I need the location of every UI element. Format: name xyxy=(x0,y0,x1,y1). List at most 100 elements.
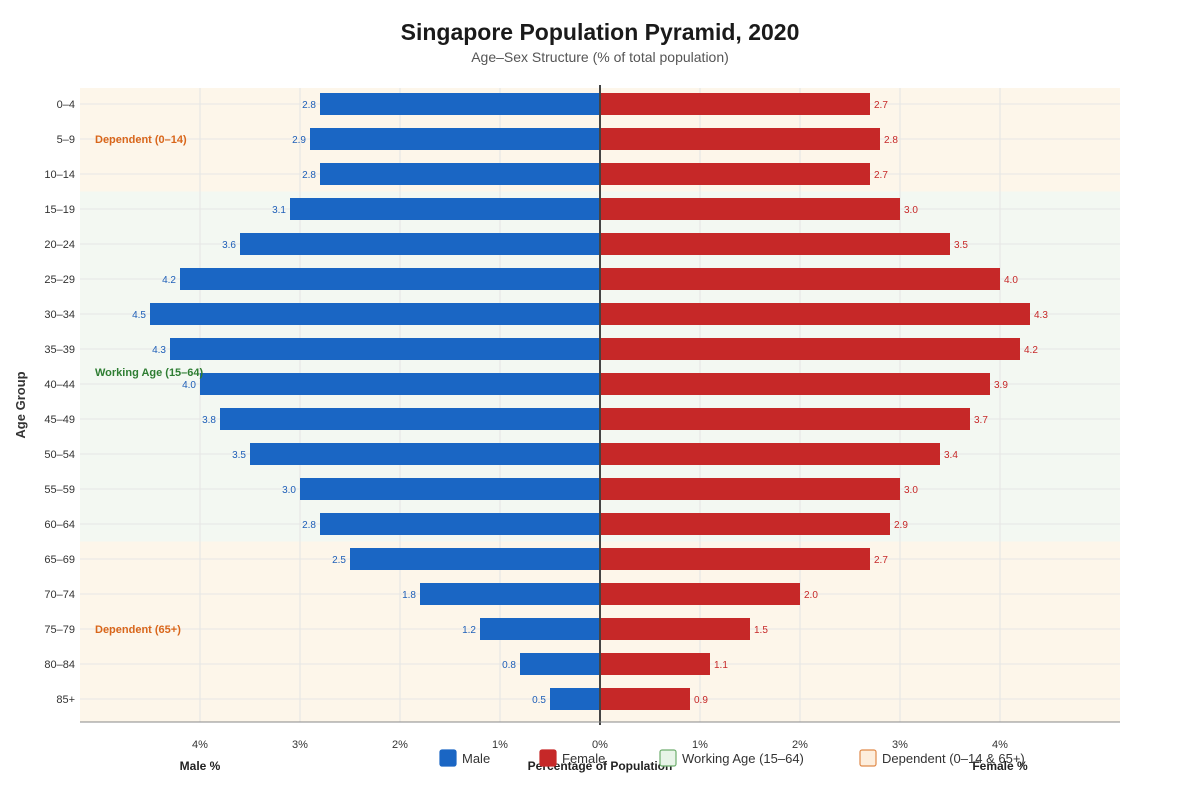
x-axis-title-female: Female % xyxy=(972,759,1028,773)
value-label-female: 2.8 xyxy=(884,135,898,146)
band-label-1: Working Age (15–64) xyxy=(95,367,204,379)
bars: 2.8 2.7 2.9 2.8 2.8 2.7 3.1 3.0 3.6 3.5 4.2 4.0 4.5 4… xyxy=(132,93,1048,710)
bar-male-30–34 xyxy=(150,303,600,325)
value-label-male: 0.5 xyxy=(532,695,546,706)
value-label-male: 2.9 xyxy=(292,135,306,146)
value-label-male: 3.5 xyxy=(232,450,246,461)
bar-female-5–9 xyxy=(600,128,880,150)
y-tick-label: 65–69 xyxy=(44,554,75,566)
bar-male-20–24 xyxy=(240,233,600,255)
bar-female-10–14 xyxy=(600,163,870,185)
value-label-female: 0.9 xyxy=(694,695,708,706)
bar-female-20–24 xyxy=(600,233,950,255)
y-tick-label: 35–39 xyxy=(44,344,75,356)
x-tick-label: 2% xyxy=(392,739,408,751)
x-tick-label: 4% xyxy=(992,739,1008,751)
y-tick-label: 85+ xyxy=(56,694,75,706)
value-label-male: 0.8 xyxy=(502,660,516,671)
x-tick-label: 1% xyxy=(692,739,708,751)
y-tick-label: 60–64 xyxy=(44,519,75,531)
value-label-female: 4.3 xyxy=(1034,310,1048,321)
y-tick-label: 30–34 xyxy=(44,309,75,321)
value-label-male: 2.8 xyxy=(302,170,316,181)
bar-female-40–44 xyxy=(600,373,990,395)
bar-female-75–79 xyxy=(600,618,750,640)
y-tick-label: 20–24 xyxy=(44,239,75,251)
value-label-female: 2.7 xyxy=(874,100,888,111)
bar-female-30–34 xyxy=(600,303,1030,325)
value-label-female: 4.0 xyxy=(1004,275,1018,286)
bar-female-0–4 xyxy=(600,93,870,115)
chart-title: Singapore Population Pyramid, 2020 xyxy=(401,19,800,45)
bar-male-80–84 xyxy=(520,653,600,675)
bar-male-50–54 xyxy=(250,443,600,465)
value-label-male: 4.5 xyxy=(132,310,146,321)
bar-male-15–19 xyxy=(290,198,600,220)
bar-male-35–39 xyxy=(170,338,600,360)
value-label-female: 4.2 xyxy=(1024,345,1038,356)
legend-swatch xyxy=(659,749,677,767)
value-label-male: 4.3 xyxy=(152,345,166,356)
y-tick-label: 15–19 xyxy=(44,204,75,216)
bar-male-25–29 xyxy=(180,268,600,290)
value-label-male: 2.8 xyxy=(302,520,316,531)
x-tick-label: 3% xyxy=(892,739,908,751)
value-label-female: 2.7 xyxy=(874,170,888,181)
x-tick-label: 2% xyxy=(792,739,808,751)
value-label-female: 3.7 xyxy=(974,415,988,426)
bar-female-85+ xyxy=(600,688,690,710)
bar-female-45–49 xyxy=(600,408,970,430)
y-tick-label: 75–79 xyxy=(44,624,75,636)
value-label-female: 3.0 xyxy=(904,485,918,496)
bar-female-65–69 xyxy=(600,548,870,570)
y-tick-label: 45–49 xyxy=(44,414,75,426)
x-axis-title-male: Male % xyxy=(180,759,221,773)
y-tick-label: 25–29 xyxy=(44,274,75,286)
bar-male-55–59 xyxy=(300,478,600,500)
value-label-male: 2.8 xyxy=(302,100,316,111)
bar-female-60–64 xyxy=(600,513,890,535)
y-tick-label: 40–44 xyxy=(44,379,75,391)
value-label-female: 2.0 xyxy=(804,590,818,601)
value-label-female: 3.0 xyxy=(904,205,918,216)
bar-female-25–29 xyxy=(600,268,1000,290)
value-label-male: 3.6 xyxy=(222,240,236,251)
bar-male-45–49 xyxy=(220,408,600,430)
x-tick-label: 1% xyxy=(492,739,508,751)
value-label-female: 2.9 xyxy=(894,520,908,531)
value-label-female: 3.5 xyxy=(954,240,968,251)
bar-female-15–19 xyxy=(600,198,900,220)
bar-male-0–4 xyxy=(320,93,600,115)
bar-female-70–74 xyxy=(600,583,800,605)
y-tick-label: 10–14 xyxy=(44,169,75,181)
y-tick-label: 70–74 xyxy=(44,589,75,601)
value-label-male: 1.8 xyxy=(402,590,416,601)
value-label-female: 1.1 xyxy=(714,660,728,671)
value-label-female: 3.9 xyxy=(994,380,1008,391)
x-tick-label: 4% xyxy=(192,739,208,751)
bar-male-5–9 xyxy=(310,128,600,150)
chart-subtitle: Age–Sex Structure (% of total population… xyxy=(471,49,729,65)
x-tick-label: 0% xyxy=(592,739,608,751)
legend-swatch xyxy=(539,749,557,767)
y-tick-label: 50–54 xyxy=(44,449,75,461)
y-tick-label: 55–59 xyxy=(44,484,75,496)
bar-male-70–74 xyxy=(420,583,600,605)
legend-swatch xyxy=(439,749,457,767)
band-labels: Dependent (0–14) Working Age (15–64) Depen… xyxy=(95,134,204,636)
band-label-0: Dependent (0–14) xyxy=(95,134,187,146)
x-axis-title: Percentage of Population xyxy=(528,759,673,773)
bar-male-85+ xyxy=(550,688,600,710)
y-tick-label: 80–84 xyxy=(44,659,75,671)
value-label-male: 3.0 xyxy=(282,485,296,496)
value-label-male: 3.1 xyxy=(272,205,286,216)
legend-label: Male xyxy=(462,751,490,766)
y-tick-label: 5–9 xyxy=(57,134,75,146)
value-label-female: 2.7 xyxy=(874,555,888,566)
value-label-male: 1.2 xyxy=(462,625,476,636)
value-label-male: 4.0 xyxy=(182,380,196,391)
legend-label: Dependent (0–14 & 65+) xyxy=(882,751,1025,766)
x-tick-label: 3% xyxy=(292,739,308,751)
value-label-female: 3.4 xyxy=(944,450,958,461)
